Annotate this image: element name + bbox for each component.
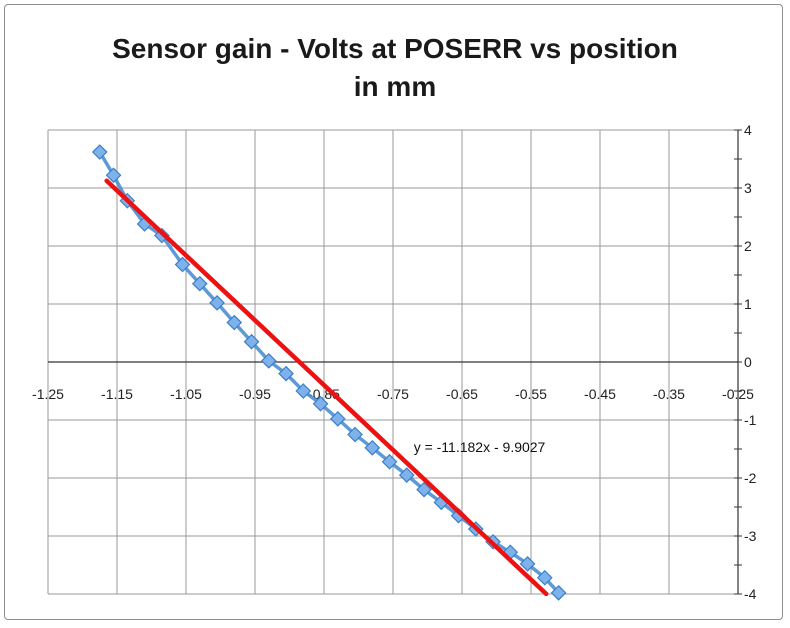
- data-point-marker: [416, 481, 432, 498]
- y-tick-label: -1: [744, 412, 757, 428]
- y-tick-label: 1: [744, 296, 752, 312]
- data-point-marker: [536, 569, 553, 586]
- y-tick-label: 2: [744, 238, 752, 254]
- data-point-marker: [295, 383, 312, 399]
- y-tick-label: 0: [744, 354, 752, 370]
- x-tick-label: -1.05: [170, 386, 202, 402]
- data-point-marker: [329, 410, 346, 427]
- x-tick-label: -0.55: [515, 386, 547, 402]
- data-series: [91, 144, 567, 601]
- y-tick-label: 4: [744, 122, 752, 138]
- data-point-marker: [278, 365, 294, 382]
- data-point-marker: [91, 144, 108, 160]
- series-line: [98, 151, 560, 595]
- x-tick-label: -0.45: [584, 386, 616, 402]
- x-tick-label: -1.15: [101, 386, 133, 402]
- data-point-marker: [243, 333, 260, 350]
- trendline-group: [104, 178, 549, 597]
- axes: [48, 129, 742, 595]
- x-tick-label: -0.75: [377, 386, 409, 402]
- data-point-marker: [209, 294, 225, 311]
- data-point-marker: [364, 439, 381, 456]
- data-point-marker: [191, 275, 208, 292]
- data-point-marker: [381, 453, 398, 470]
- y-tick-label: -3: [744, 528, 757, 544]
- y-tick-label: -4: [744, 586, 757, 602]
- y-tick-labels: 4 3 2 1 0 -1 -2 -3 -4: [744, 122, 757, 602]
- x-tick-label: -0.95: [239, 386, 271, 402]
- data-point-marker: [550, 584, 567, 601]
- x-tick-label: -0.65: [446, 386, 478, 402]
- data-point-marker: [347, 426, 363, 443]
- chart-title: Sensor gain - Volts at POSERR vs positio…: [0, 30, 790, 106]
- data-point-marker: [260, 352, 277, 369]
- data-point-marker: [398, 467, 415, 483]
- chart-title-line-1: Sensor gain - Volts at POSERR vs positio…: [112, 33, 678, 64]
- chart-title-line-2: in mm: [353, 71, 437, 102]
- trendline-equation: y = -11.182x - 9.9027: [414, 439, 546, 455]
- data-point-marker: [226, 314, 243, 331]
- x-tick-label: -1.25: [32, 386, 64, 402]
- data-point-marker: [519, 555, 536, 572]
- data-point-marker: [312, 395, 329, 412]
- data-point-marker: [174, 256, 191, 273]
- x-tick-label: -0.25: [722, 386, 754, 402]
- trendline: [104, 178, 549, 597]
- x-tick-labels: -1.25 -1.15 -1.05 -0.95 -0.85 -0.75 -0.65 -0.55…: [32, 386, 754, 402]
- data-point-marker: [105, 167, 122, 184]
- x-tick-label: -0.35: [653, 386, 685, 402]
- y-tick-label: -2: [744, 470, 757, 486]
- y-tick-label: 3: [744, 180, 752, 196]
